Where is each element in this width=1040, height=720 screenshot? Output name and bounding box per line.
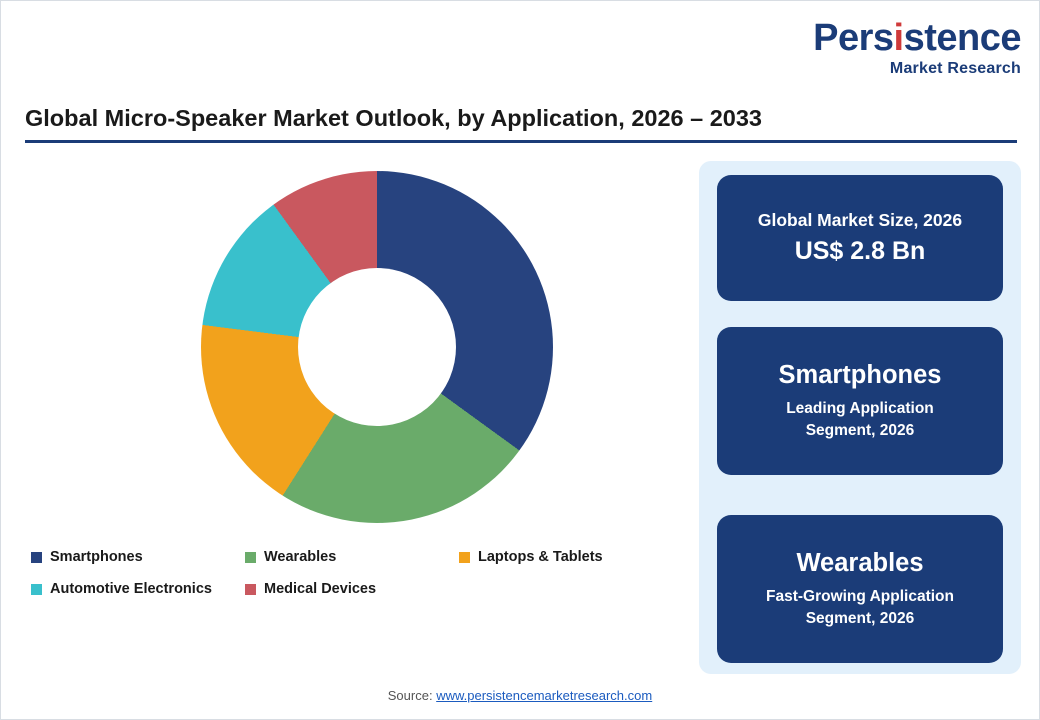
legend-label: Smartphones (50, 549, 143, 565)
legend-item[interactable]: Medical Devices (245, 581, 376, 597)
fast-growing-segment-note-line2: Segment, 2026 (805, 609, 915, 627)
brand-name-prefix: Pers (813, 17, 894, 59)
leading-segment-name: Smartphones (778, 360, 942, 389)
legend-color-swatch (31, 583, 42, 595)
legend-item[interactable]: Laptops & Tablets (459, 549, 673, 565)
legend-item[interactable]: Smartphones (31, 549, 245, 565)
legend-color-swatch (459, 551, 470, 563)
brand-name-dot-letter: i (893, 17, 905, 59)
title-block: Global Micro-Speaker Market Outlook, by … (25, 105, 1017, 143)
leading-segment-note-line2: Segment, 2026 (805, 421, 915, 439)
market-size-value: US$ 2.8 Bn (794, 236, 926, 265)
source-note: Source: www.persistencemarketresearch.co… (1, 688, 1039, 703)
brand-logo: Persistence Market Research (813, 19, 1021, 77)
legend-label: Laptops & Tablets (478, 549, 603, 565)
fast-growing-segment-name: Wearables (796, 548, 924, 577)
legend-color-swatch (31, 551, 42, 563)
donut-center-hole (298, 268, 456, 426)
legend-label: Automotive Electronics (50, 581, 212, 597)
brand-tagline: Market Research (889, 60, 1021, 77)
legend-item[interactable]: Automotive Electronics (31, 581, 245, 597)
highlight-card-fast-growing-segment: Wearables Fast-Growing Application Segme… (717, 515, 1003, 663)
source-prefix: Source: (387, 688, 437, 703)
legend-color-swatch (245, 583, 256, 595)
chart-legend: Smartphones Wearables Laptops & Tablets Aut… (31, 549, 681, 613)
source-link[interactable]: www.persistencemarketresearch.com (436, 688, 653, 703)
legend-item[interactable]: Wearables (245, 549, 459, 565)
highlight-card-market-size: Global Market Size, 2026 US$ 2.8 Bn (717, 175, 1003, 301)
brand-name: Persistence (813, 19, 1021, 57)
donut-ring (201, 171, 553, 523)
leading-segment-note-line1: Leading Application (786, 399, 934, 417)
title-underline (25, 140, 1017, 143)
donut-chart (25, 161, 685, 541)
legend-label: Medical Devices (264, 581, 377, 597)
legend-color-swatch (245, 551, 256, 563)
highlight-card-leading-segment: Smartphones Leading Application Segment,… (717, 327, 1003, 475)
market-size-label: Global Market Size, 2026 (757, 210, 963, 231)
legend-row: Smartphones Wearables Laptops & Tablets (31, 549, 681, 565)
brand-name-suffix: stence (903, 17, 1022, 59)
legend-label: Wearables (264, 549, 337, 565)
leading-segment-note: Leading Application Segment, 2026 (776, 398, 944, 441)
fast-growing-segment-note-line1: Fast-Growing Application (765, 587, 954, 605)
highlight-panel: Global Market Size, 2026 US$ 2.8 Bn Smar… (699, 161, 1021, 674)
fast-growing-segment-note: Fast-Growing Application Segment, 2026 (756, 586, 964, 629)
page-title: Global Micro-Speaker Market Outlook, by … (25, 105, 763, 131)
legend-row: Automotive Electronics Medical Devices (31, 581, 681, 597)
